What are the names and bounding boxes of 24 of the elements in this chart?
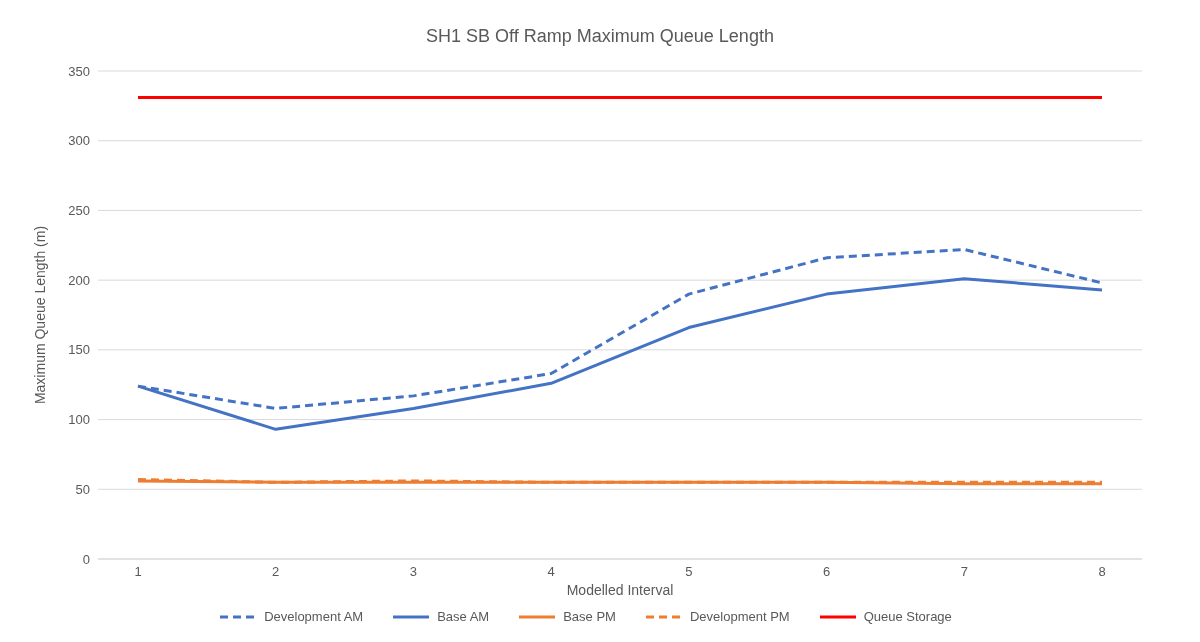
legend-label: Queue Storage xyxy=(863,609,952,624)
y-tick-label: 100 xyxy=(68,412,90,428)
y-tick-label: 350 xyxy=(68,63,90,79)
y-axis-title: Maximum Queue Length (m) xyxy=(31,225,48,405)
x-tick-label: 8 xyxy=(1098,564,1106,580)
y-tick-label: 250 xyxy=(68,203,90,219)
x-axis-title: Modelled Interval xyxy=(566,582,674,598)
x-tick-label: 6 xyxy=(822,564,831,580)
x-tick-label: 2 xyxy=(272,564,280,580)
x-tick-label: 1 xyxy=(134,564,142,580)
y-tick-label: 50 xyxy=(75,481,90,497)
x-tick-label: 4 xyxy=(547,564,555,580)
y-tick-label: 150 xyxy=(68,342,90,358)
x-tick-label: 5 xyxy=(685,564,693,580)
legend-label: Development AM xyxy=(264,609,364,624)
x-tick-label: 7 xyxy=(960,564,968,580)
chart-title: SH1 SB Off Ramp Maximum Queue Length xyxy=(425,25,775,48)
legend-label: Development PM xyxy=(689,609,790,624)
y-tick-label: 300 xyxy=(68,133,90,149)
legend-label: Base AM xyxy=(437,609,490,624)
x-tick-label: 3 xyxy=(409,564,418,580)
legend-label: Base PM xyxy=(563,609,616,624)
y-tick-label: 200 xyxy=(68,272,90,288)
y-tick-label: 0 xyxy=(82,551,90,567)
